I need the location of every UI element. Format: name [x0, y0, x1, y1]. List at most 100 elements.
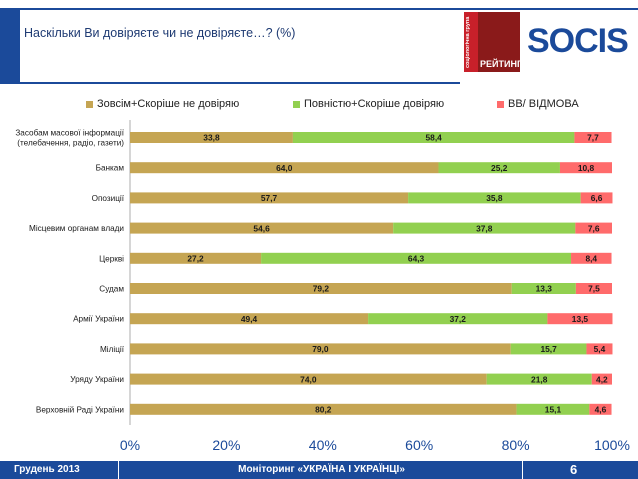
data-label: 27,2 [187, 254, 204, 264]
socis-logo: SOCIS [527, 22, 635, 66]
bar-segment [292, 132, 575, 143]
legend-label-trust: Повністю+Скоріше довіряю [304, 98, 445, 110]
reyting-logo-box [478, 12, 520, 72]
x-tick-label: 40% [309, 437, 337, 453]
legend-swatch-dk [497, 100, 504, 108]
data-label: 4,6 [595, 405, 607, 415]
header-divider [20, 82, 460, 84]
category-label: Судам [99, 285, 124, 294]
bar-segment [516, 403, 590, 415]
bar-segment [559, 162, 612, 174]
x-tick-label: 20% [212, 437, 240, 453]
legend-label-distrust: Зовсім+Скоріше не довіряю [97, 98, 240, 110]
bar-segment [130, 162, 439, 174]
category-label: Армії України [73, 315, 124, 324]
x-tick-label: 100% [594, 437, 630, 453]
bar-segment [575, 222, 612, 234]
data-label: 7,5 [588, 284, 600, 294]
bar-segment [580, 192, 613, 204]
data-label: 15,1 [545, 405, 562, 415]
reyting-logo: соціологічна група РЕЙТИНГ [464, 12, 523, 72]
reyting-logo-side-text: соціологічна група [465, 16, 471, 68]
footer-title: Моніторинг «УКРАЇНА І УКРАЇНЦІ» [238, 464, 405, 475]
legend-label-dk: ВВ/ ВІДМОВА [508, 98, 579, 110]
data-label: 25,2 [491, 163, 508, 173]
bar-segment [130, 343, 511, 355]
header-accent-bar [0, 10, 20, 84]
footer-title-box: Моніторинг «УКРАЇНА І УКРАЇНЦІ» [118, 461, 523, 479]
reyting-logo-label: РЕЙТИНГ [480, 59, 523, 69]
data-label: 13,3 [536, 284, 553, 294]
bar-segment [130, 252, 262, 264]
bar-segment [510, 343, 587, 355]
bar-segment [130, 222, 394, 234]
data-label: 37,8 [476, 223, 493, 233]
data-label: 58,4 [426, 133, 443, 143]
category-label: Місцевим органам влади [29, 224, 124, 233]
data-label: 8,4 [585, 254, 597, 264]
bar-segment [261, 252, 572, 264]
legend-item-dk: ВВ/ ВІДМОВА [497, 97, 579, 111]
data-label: 64,0 [276, 163, 293, 173]
bar-segment [130, 313, 369, 325]
reyting-logo-side [464, 12, 478, 72]
data-label: 13,5 [572, 314, 589, 324]
bar-segment [130, 283, 512, 294]
bar-segment [574, 132, 612, 143]
legend-item-trust: Повністю+Скоріше довіряю [293, 97, 444, 111]
category-label: Банкам [96, 164, 125, 173]
page-number: 6 [570, 462, 578, 477]
x-tick-label: 60% [405, 437, 433, 453]
bar-segment [393, 222, 576, 234]
data-label: 35,8 [486, 193, 503, 203]
header-top-rule [0, 8, 638, 10]
bar-segment [368, 313, 548, 325]
bar-segment [130, 373, 487, 385]
data-label: 21,8 [531, 374, 548, 384]
category-label: Уряду України [70, 375, 124, 384]
bar-segment [438, 162, 560, 174]
trust-bar-chart: Засобам масової інформації (телебачення, … [15, 120, 630, 453]
data-label: 7,7 [587, 133, 599, 143]
legend-swatch-trust [293, 100, 300, 108]
data-label: 54,6 [253, 223, 270, 233]
bar-segment [130, 132, 293, 143]
data-label: 80,2 [315, 405, 332, 415]
bar-segment [486, 373, 592, 385]
bar-segment [586, 343, 613, 355]
bar-segment [591, 373, 612, 385]
data-label: 33,8 [203, 133, 220, 143]
bar-segment [408, 192, 581, 204]
data-label: 10,8 [578, 163, 595, 173]
data-label: 74,0 [300, 374, 317, 384]
bar-segment [571, 252, 612, 264]
bar-segment [575, 283, 612, 294]
x-tick-label: 0% [120, 437, 140, 453]
footer-date: Грудень 2013 [14, 464, 80, 475]
data-label: 5,4 [594, 344, 606, 354]
legend-item-distrust: Зовсім+Скоріше не довіряю [86, 97, 239, 111]
data-label: 57,7 [261, 193, 278, 203]
header: Наскільки Ви довіряєте чи не довіряєте…?… [0, 0, 638, 84]
data-label: 37,2 [450, 314, 467, 324]
data-label: 4,2 [596, 374, 608, 384]
x-tick-label: 80% [502, 437, 530, 453]
bar-segment [511, 283, 576, 294]
category-label: Церкві [99, 254, 124, 263]
page-title: Наскільки Ви довіряєте чи не довіряєте…?… [24, 26, 296, 40]
data-label: 15,7 [540, 344, 557, 354]
bar-segment [130, 403, 517, 415]
data-label: 7,6 [588, 223, 600, 233]
bar-segment [130, 192, 409, 204]
data-label: 49,4 [241, 314, 258, 324]
data-label: 64,3 [408, 254, 425, 264]
bar-segment [589, 403, 612, 415]
category-label: Міліції [100, 345, 125, 354]
legend-swatch-distrust [86, 100, 93, 108]
data-label: 79,0 [312, 344, 329, 354]
category-label: Опозиції [92, 194, 125, 203]
bar-segment [547, 313, 613, 325]
footer: Грудень 2013 Моніторинг «УКРАЇНА І УКРАЇ… [0, 461, 638, 479]
data-label: 79,2 [313, 284, 330, 294]
socis-logo-label: SOCIS [527, 22, 629, 60]
